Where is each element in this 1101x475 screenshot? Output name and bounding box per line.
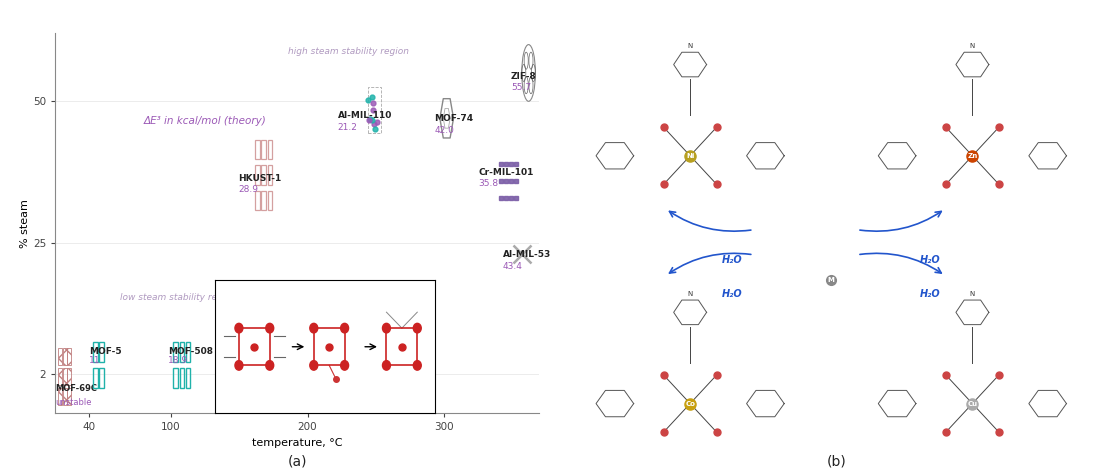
Text: Ni: Ni	[686, 153, 695, 159]
Circle shape	[413, 361, 422, 370]
Text: H₂O: H₂O	[721, 289, 742, 299]
Text: MOF-508: MOF-508	[168, 347, 214, 356]
Circle shape	[382, 361, 391, 370]
Circle shape	[309, 323, 318, 333]
Text: high steam stability region: high steam stability region	[288, 48, 408, 57]
Text: Cu: Cu	[968, 400, 978, 407]
Bar	[268, 140, 272, 160]
Circle shape	[265, 323, 274, 333]
Text: 18.9: 18.9	[168, 356, 188, 365]
Bar	[94, 368, 98, 388]
Y-axis label: % steam: % steam	[20, 199, 30, 247]
Bar	[368, 87, 381, 133]
Text: H₂O: H₂O	[920, 289, 941, 299]
Circle shape	[382, 323, 391, 333]
Bar	[255, 190, 260, 210]
Bar	[99, 368, 105, 388]
Text: (a): (a)	[287, 455, 307, 468]
Text: N: N	[970, 43, 975, 49]
Text: Zn: Zn	[968, 153, 978, 159]
Text: N: N	[687, 43, 693, 49]
Circle shape	[309, 361, 318, 370]
Text: ΔE³ in kcal/mol (theory): ΔE³ in kcal/mol (theory)	[144, 116, 266, 126]
Text: MOF-69C: MOF-69C	[55, 384, 97, 392]
Bar	[94, 342, 98, 362]
Circle shape	[340, 323, 349, 333]
Text: unstable: unstable	[55, 398, 91, 407]
Bar	[268, 165, 272, 185]
Circle shape	[413, 323, 422, 333]
Bar	[63, 368, 67, 385]
Text: H₂O: H₂O	[721, 255, 742, 265]
Circle shape	[235, 323, 243, 333]
Text: Co: Co	[685, 400, 695, 407]
X-axis label: temperature, °C: temperature, °C	[252, 438, 342, 448]
Circle shape	[265, 361, 274, 370]
Bar	[57, 388, 62, 405]
Text: 11: 11	[89, 356, 100, 365]
Text: HKUST-1: HKUST-1	[238, 174, 281, 183]
Bar	[174, 342, 178, 362]
Bar	[57, 368, 62, 385]
Text: 21.2: 21.2	[338, 123, 358, 132]
Bar	[255, 140, 260, 160]
Bar	[67, 388, 72, 405]
Bar	[174, 368, 178, 388]
Bar	[99, 342, 105, 362]
Bar	[63, 388, 67, 405]
Bar	[57, 348, 62, 365]
Text: 43.4: 43.4	[503, 262, 523, 271]
Bar	[261, 165, 266, 185]
Text: (b): (b)	[827, 455, 847, 468]
Text: N: N	[970, 291, 975, 297]
Text: Al-MIL-53: Al-MIL-53	[503, 250, 550, 259]
Bar	[268, 190, 272, 210]
Text: M: M	[828, 276, 835, 283]
Text: H₂O: H₂O	[920, 255, 941, 265]
Text: 28.9: 28.9	[238, 185, 258, 194]
Bar	[261, 190, 266, 210]
Text: N: N	[687, 291, 693, 297]
Bar	[314, 328, 345, 365]
Text: 55.7: 55.7	[511, 83, 531, 92]
Bar	[239, 328, 270, 365]
Text: Al-MIL-110: Al-MIL-110	[338, 111, 392, 120]
Bar	[179, 368, 184, 388]
Bar	[63, 348, 67, 365]
Text: MOF-74: MOF-74	[435, 114, 473, 123]
Text: ZIF-8: ZIF-8	[511, 72, 536, 81]
Bar	[186, 368, 190, 388]
Circle shape	[235, 361, 243, 370]
Bar	[186, 342, 190, 362]
Bar	[261, 140, 266, 160]
Bar	[255, 165, 260, 185]
Bar	[386, 328, 417, 365]
Circle shape	[340, 361, 349, 370]
Text: Cr-MIL-101: Cr-MIL-101	[478, 168, 534, 177]
Text: MOF-5: MOF-5	[89, 347, 122, 356]
Text: 35.8: 35.8	[478, 180, 499, 189]
Text: low steam stability region: low steam stability region	[120, 293, 237, 302]
Bar	[67, 368, 72, 385]
Bar	[67, 348, 72, 365]
Text: 42.0: 42.0	[435, 125, 455, 134]
Bar	[179, 342, 184, 362]
